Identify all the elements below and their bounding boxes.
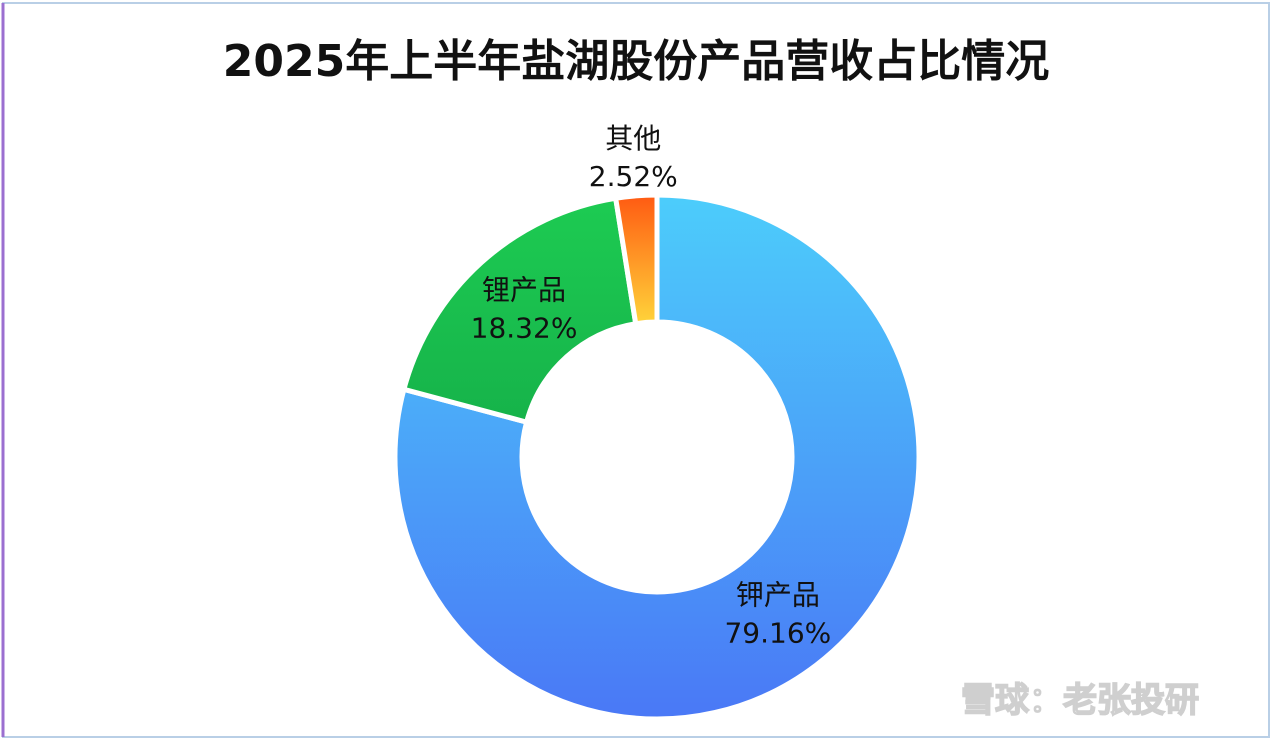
- watermark: 雪球：老张投研: [961, 681, 1199, 721]
- slice-label: 其他: [605, 122, 661, 155]
- slice-label: 钾产品: [736, 578, 820, 611]
- slice-value-label: 2.52%: [589, 160, 678, 193]
- donut-slice: [400, 195, 639, 426]
- donut-slice: [612, 192, 660, 327]
- donut-slice: [392, 192, 922, 722]
- slice-value-label: 18.32%: [471, 312, 578, 345]
- slice-value-label: 79.16%: [724, 616, 831, 649]
- slice-label: 锂产品: [482, 274, 566, 307]
- chart-title: 2025年上半年盐湖股份产品营收占比情况: [223, 36, 1049, 87]
